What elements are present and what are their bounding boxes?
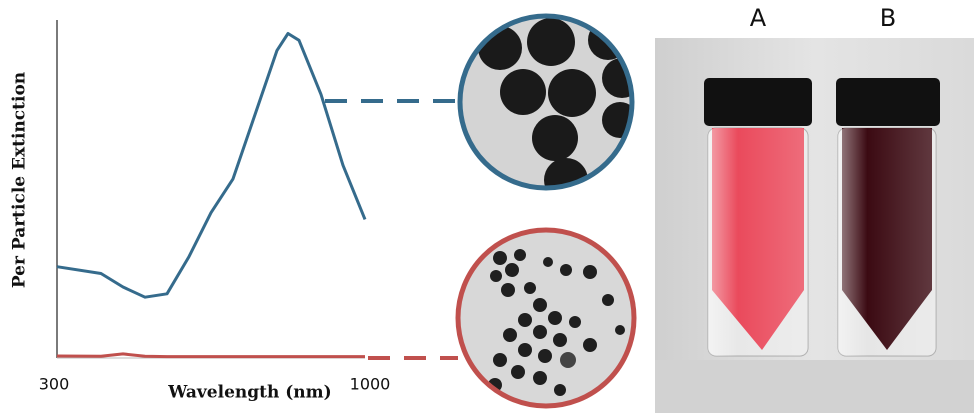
line-series	[57, 34, 365, 298]
x-axis-label: Wavelength (nm)	[167, 383, 331, 403]
line-series	[57, 354, 365, 357]
vial-photo	[655, 38, 974, 413]
x-tick-label: 1000	[350, 375, 391, 394]
y-axis-label: Per Particle Extinction	[10, 72, 30, 288]
figure: Per Particle Extinction Wavelength (nm) …	[0, 0, 974, 413]
tem-large	[460, 16, 642, 202]
vial-label: B	[880, 4, 896, 32]
tem-small	[458, 230, 634, 406]
x-tick-label: 300	[39, 375, 70, 394]
plot: 300 1000	[39, 34, 391, 394]
vial-label: A	[750, 4, 767, 32]
